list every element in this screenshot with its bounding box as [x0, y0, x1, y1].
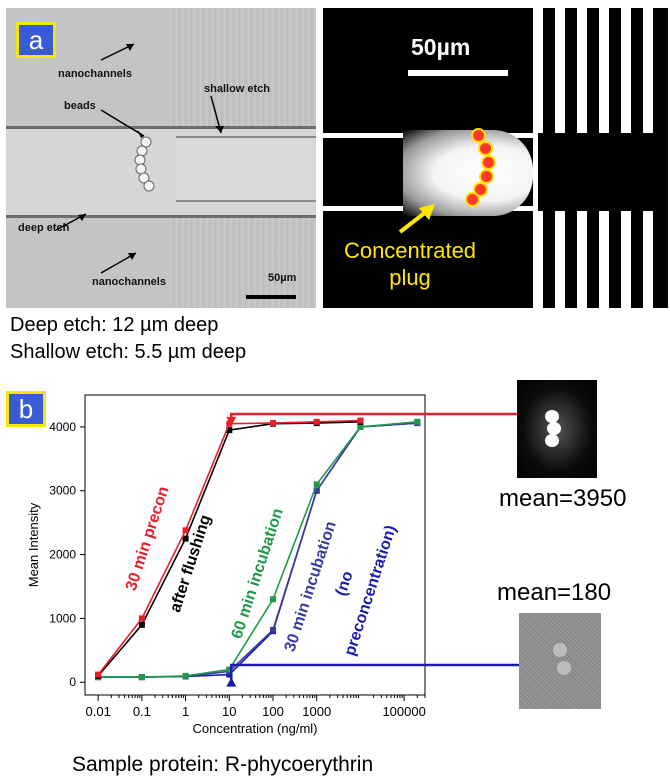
data-point — [270, 626, 277, 633]
high-connector-arrowhead — [226, 416, 237, 426]
shallow-etch-channel — [176, 136, 316, 202]
micrograph-image: nanochannels shallow etch beads deep etc… — [6, 8, 316, 308]
label-nanochannels-bottom: nanochannels — [92, 276, 166, 288]
label-beads: beads — [64, 100, 96, 112]
data-point — [138, 615, 145, 622]
x-axis-label: Concentration (ng/ml) — [193, 721, 318, 736]
data-point — [226, 427, 233, 434]
y-tick-label: 4000 — [49, 420, 76, 434]
series-line — [98, 421, 418, 678]
bead — [465, 192, 480, 207]
bead — [471, 128, 486, 143]
x-tick-label: 1 — [182, 704, 189, 719]
data-point — [313, 487, 320, 494]
intensity-chart: 0 1000 2000 3000 4000 0.01 0.1 1 10 100 1000 100000… — [26, 394, 519, 736]
data-point — [182, 535, 189, 542]
label-deep-etch: deep etch — [18, 222, 70, 234]
y-tick-label: 0 — [69, 675, 76, 689]
y-tick-label: 3000 — [49, 484, 76, 498]
data-point — [270, 596, 277, 603]
data-point — [226, 671, 233, 678]
x-tick-label: 100 — [262, 704, 284, 719]
low-intensity-thumbnail — [519, 613, 601, 709]
micrograph-scale-label: 50µm — [268, 272, 297, 284]
micrograph-arrows — [55, 43, 224, 274]
shallow-etch-note: Shallow etch: 5.5 µm deep — [10, 341, 247, 363]
data-point — [313, 481, 320, 488]
label-nanochannels-top: nanochannels — [58, 68, 132, 80]
data-point — [414, 418, 421, 425]
series-annotation: after flushing — [167, 513, 214, 615]
low-connector-arrowhead — [226, 677, 237, 687]
panel-b-badge: b — [6, 391, 46, 427]
fluorescence-scale-label: 50µm — [411, 34, 471, 60]
x-tick-label: 10 — [222, 704, 236, 719]
data-point — [313, 418, 320, 425]
y-tick-label: 1000 — [49, 611, 76, 625]
y-axis-label: Mean Intensity — [26, 502, 41, 587]
x-tick-label: 0.1 — [133, 704, 151, 719]
label-shallow-etch: shallow etch — [204, 83, 271, 95]
fluorescence-scale-bar — [408, 70, 508, 76]
series-annotation: 30 min incubation — [282, 519, 340, 654]
data-point — [138, 621, 145, 628]
concentrated-plug-label: Concentrated plug — [330, 237, 490, 291]
series-annotation: 30 min precon — [123, 484, 173, 592]
mean-low-label: mean=180 — [497, 579, 612, 606]
x-tick-label: 0.01 — [86, 704, 111, 719]
high-connector-line — [230, 412, 517, 419]
plot-frame — [84, 394, 426, 696]
data-point — [357, 417, 364, 424]
plug-label-line2: plug — [389, 265, 431, 290]
data-point — [182, 527, 189, 534]
shallow-channel-region — [538, 133, 668, 211]
data-point — [226, 420, 233, 427]
micrograph-scale-bar — [246, 295, 296, 299]
data-point — [138, 674, 145, 681]
data-point — [95, 671, 102, 678]
fluorescence-image: 50µm Concentrated plug — [323, 8, 668, 308]
y-tick-label: 2000 — [49, 548, 76, 562]
deep-etch-note: Deep etch: 12 µm deep — [10, 314, 219, 336]
panel-a-badge: a — [16, 22, 56, 58]
sample-protein-caption: Sample protein: R-phycoerythrin — [72, 753, 374, 776]
high-intensity-thumbnail — [517, 380, 597, 478]
x-tick-label: 100000 — [382, 704, 425, 719]
mean-high-label: mean=3950 — [499, 485, 627, 512]
plug-arrow — [398, 204, 435, 234]
series-annotation: (no — [333, 569, 357, 598]
x-tick-label: 1000 — [302, 704, 331, 719]
data-point — [270, 420, 277, 427]
data-point — [182, 672, 189, 679]
series-annotation: 60 min incubation — [229, 506, 287, 641]
plug-label-line1: Concentrated — [343, 238, 477, 263]
low-connector-line — [230, 663, 519, 685]
data-point — [357, 423, 364, 430]
data-point — [226, 666, 233, 673]
bead — [479, 169, 494, 184]
